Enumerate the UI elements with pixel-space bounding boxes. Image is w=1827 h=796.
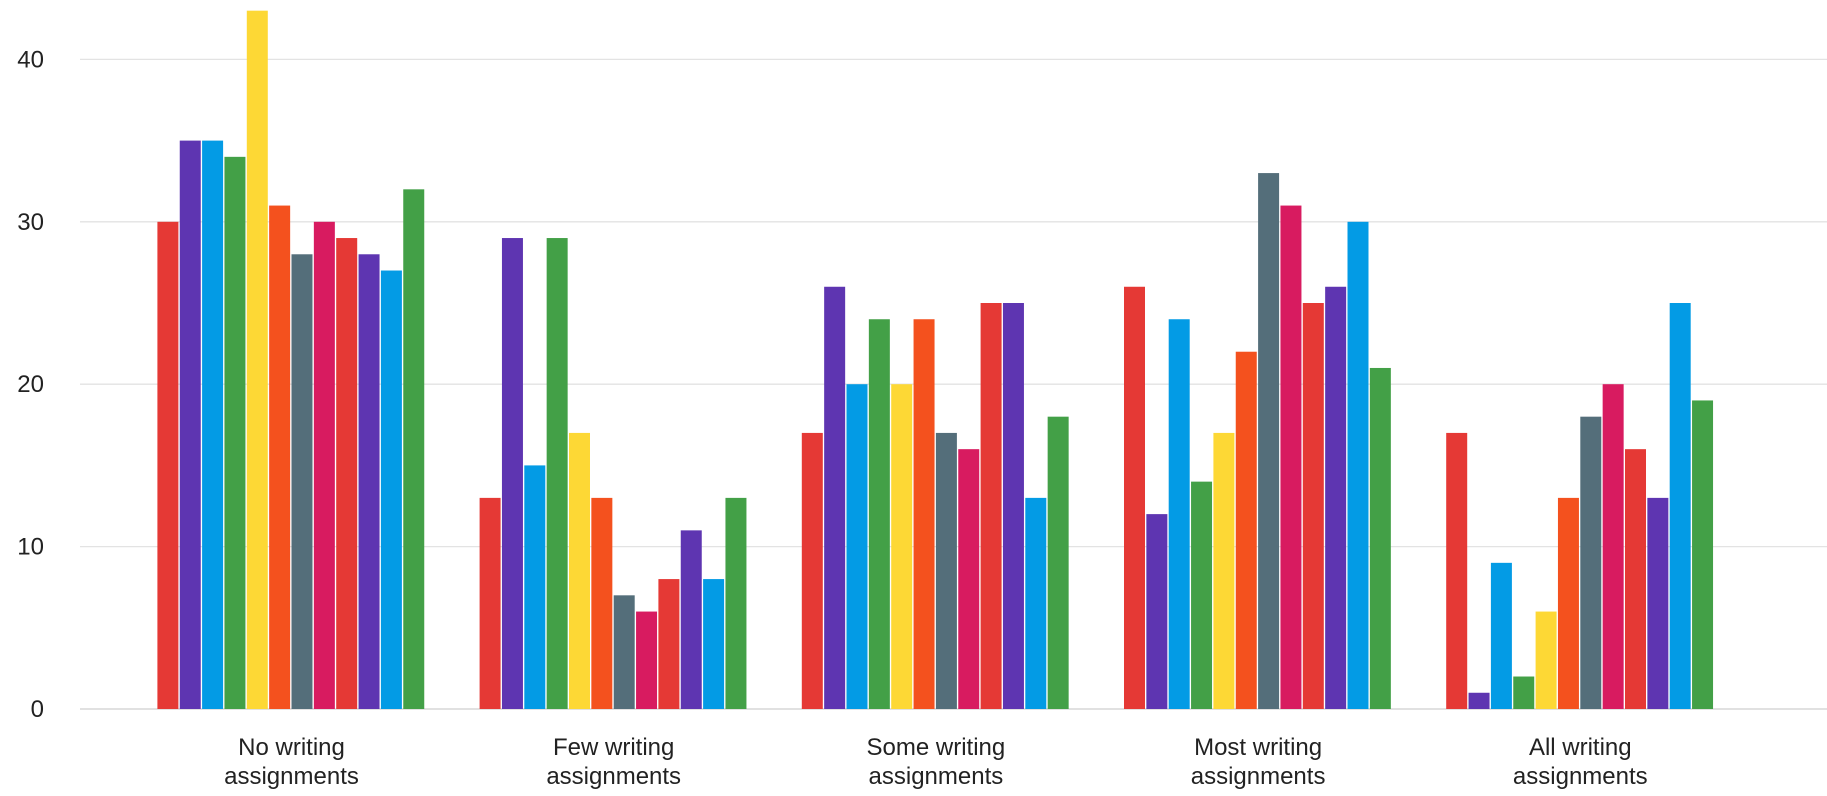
bar xyxy=(1047,416,1069,709)
bar xyxy=(824,286,846,709)
x-tick-label: All writing assignments xyxy=(1513,734,1648,790)
x-tick-label-line: Most writing xyxy=(1194,734,1322,761)
bars xyxy=(157,10,1714,710)
bar xyxy=(291,254,313,709)
bar xyxy=(1302,303,1324,709)
bar xyxy=(658,579,680,709)
x-tick-label: No writing assignments xyxy=(224,734,359,790)
bar xyxy=(1002,303,1024,709)
x-tick-label-line: assignments xyxy=(1513,763,1648,790)
bar xyxy=(680,530,702,709)
bar xyxy=(246,10,268,710)
y-tick-label: 30 xyxy=(17,209,44,236)
x-tick-label-line: assignments xyxy=(546,763,681,790)
bar xyxy=(1669,303,1691,709)
bar xyxy=(1325,286,1347,709)
bar xyxy=(1280,205,1302,709)
bar xyxy=(1446,432,1468,709)
x-tick-label-line: Some writing xyxy=(867,734,1006,761)
y-axis-ticks: 0 10 20 30 40 xyxy=(17,46,44,723)
bar xyxy=(1490,562,1512,709)
bar xyxy=(1168,319,1190,709)
bar xyxy=(1513,676,1535,709)
bar xyxy=(1258,173,1280,709)
bar xyxy=(801,432,823,709)
x-tick-label-line: All writing xyxy=(1529,734,1632,761)
x-tick-label-line: assignments xyxy=(1191,763,1326,790)
bar xyxy=(1625,449,1646,709)
bar xyxy=(202,140,224,710)
bar xyxy=(1692,400,1714,709)
y-tick-label: 40 xyxy=(17,46,44,73)
bar xyxy=(1647,497,1669,709)
bar xyxy=(569,432,590,709)
x-tick-label-line: assignments xyxy=(869,763,1004,790)
x-tick-label: Most writing assignments xyxy=(1191,734,1326,790)
bar xyxy=(224,156,246,710)
bar xyxy=(725,497,747,709)
y-tick-label: 10 xyxy=(17,534,44,561)
x-tick-label-line: assignments xyxy=(224,763,359,790)
x-tick-label: Few writing assignments xyxy=(546,734,681,790)
bar xyxy=(846,384,868,709)
bar xyxy=(913,319,935,709)
bar xyxy=(157,221,179,710)
x-tick-label-line: Few writing xyxy=(553,734,674,761)
y-tick-label: 0 xyxy=(31,696,44,723)
x-tick-label-line: No writing xyxy=(238,734,345,761)
bar xyxy=(380,270,402,709)
bar xyxy=(935,432,957,709)
bar xyxy=(403,189,425,709)
bar xyxy=(613,595,635,709)
bar xyxy=(1025,497,1047,709)
bar xyxy=(1580,416,1602,709)
bar xyxy=(1468,692,1490,709)
bar xyxy=(1146,514,1168,709)
bar xyxy=(179,140,201,710)
y-tick-label: 20 xyxy=(17,371,44,398)
bar xyxy=(1124,286,1145,709)
bar xyxy=(1369,367,1391,709)
bar xyxy=(891,384,913,709)
bar xyxy=(980,303,1002,709)
bar xyxy=(1602,384,1624,709)
bar xyxy=(1213,432,1235,709)
bar xyxy=(313,221,335,710)
bar xyxy=(358,254,380,709)
bar xyxy=(269,205,291,709)
bar xyxy=(546,238,568,710)
bar xyxy=(868,319,890,709)
bar xyxy=(636,611,658,709)
bar xyxy=(591,497,613,709)
bar xyxy=(703,579,725,709)
bar xyxy=(1557,497,1579,709)
bar xyxy=(479,497,501,709)
bar xyxy=(1347,221,1369,710)
bar xyxy=(524,465,546,709)
bar xyxy=(1535,611,1557,709)
bar xyxy=(1235,351,1257,709)
x-tick-label: Some writing assignments xyxy=(867,734,1006,790)
bar xyxy=(958,449,980,709)
bar xyxy=(1191,481,1213,709)
bar xyxy=(501,238,523,710)
bar xyxy=(336,238,358,710)
